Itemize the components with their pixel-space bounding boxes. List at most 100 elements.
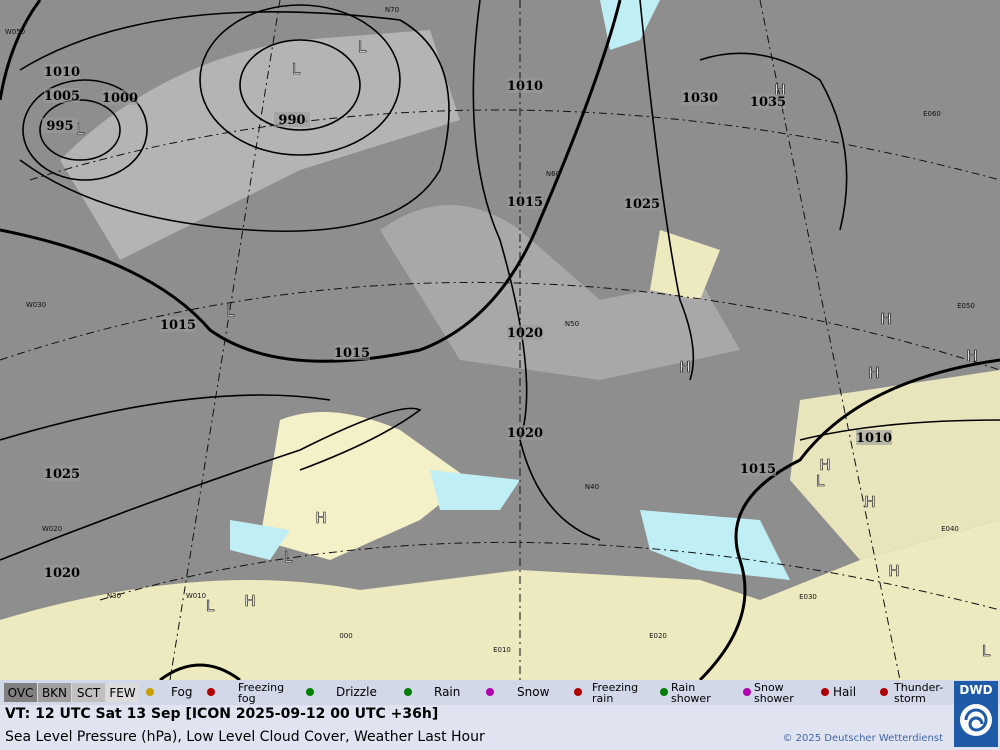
isobar xyxy=(0,394,331,441)
isobar xyxy=(699,52,848,231)
weather-label: Rain xyxy=(434,685,460,699)
dwd-logo-text: DWD xyxy=(959,683,992,697)
footer: VT: 12 UTC Sat 13 Sep [ICON 2025-09-12 0… xyxy=(5,681,998,747)
isobar-label-bg xyxy=(740,461,776,476)
graticule-line xyxy=(0,281,1000,371)
weather-icon xyxy=(404,688,412,696)
weather-label: Snow xyxy=(517,685,550,699)
graticule-label: W030 xyxy=(26,301,46,309)
isobar-label-bg xyxy=(44,466,80,481)
isobar-label: 1015 xyxy=(160,318,196,333)
weather-label: rain xyxy=(592,692,613,705)
land-clear xyxy=(0,520,1000,680)
sea-clear xyxy=(430,470,520,510)
weather-label: Freezing xyxy=(238,681,284,694)
pressure-center: L xyxy=(982,642,991,660)
weather-label: Drizzle xyxy=(336,685,377,699)
isobar-label: 1010 xyxy=(507,79,543,94)
weather-icon xyxy=(821,688,829,696)
cloud-cover-swatch xyxy=(38,683,71,702)
sea-clear xyxy=(230,520,290,560)
pressure-center: H xyxy=(244,592,255,610)
graticule-label: W010 xyxy=(186,592,206,600)
weather-label: shower xyxy=(754,692,794,705)
graticule-label: W020 xyxy=(42,525,62,533)
isobar-thick xyxy=(159,663,241,682)
pressure-center: L xyxy=(76,120,85,138)
isobar-label-bg xyxy=(44,565,80,580)
legend-background xyxy=(0,680,1000,705)
isobar-label-bg xyxy=(682,90,718,105)
isobar-thick xyxy=(0,0,622,363)
isobar xyxy=(19,11,450,233)
land-clear xyxy=(650,230,720,300)
weather-label: fog xyxy=(238,692,256,705)
isobar-label: 1020 xyxy=(507,426,543,441)
isobar xyxy=(639,0,695,381)
graticule-label: W050 xyxy=(5,28,25,36)
cloud-area xyxy=(380,205,740,380)
cloud-cover-label: BKN xyxy=(42,686,67,700)
weather-icon xyxy=(743,688,751,696)
pressure-center: L xyxy=(358,38,367,56)
weather-label: shower xyxy=(671,692,711,705)
graticule-line xyxy=(759,0,901,681)
graticule-label: N50 xyxy=(565,320,579,328)
isobar-label-bg xyxy=(507,325,543,340)
isobar-labels: 1010 1005 1000 995 990 1015 1015 1025 1020 1010 10… xyxy=(42,64,892,581)
graticule-label: 000 xyxy=(339,632,352,640)
weather-icon xyxy=(207,688,215,696)
cloud-cover-label: OVC xyxy=(8,686,34,700)
pressure-center: L xyxy=(206,597,215,615)
isobar xyxy=(22,79,148,181)
graticule-line xyxy=(29,109,1000,181)
isobar xyxy=(799,419,1000,441)
graticule-label: E040 xyxy=(941,525,959,533)
isobar-label-bg xyxy=(44,88,80,103)
pressure-center: H xyxy=(880,310,891,328)
graticule-label: E060 xyxy=(923,110,941,118)
isobar-label-bg xyxy=(624,196,660,211)
pressure-center: L xyxy=(816,472,825,490)
weather-label: Hail xyxy=(833,685,856,699)
graticule-label: N30 xyxy=(107,592,121,600)
description: Sea Level Pressure (hPa), Low Level Clou… xyxy=(5,729,485,745)
isobar-label-bg xyxy=(274,112,310,127)
weather-label: Freezing xyxy=(592,681,638,694)
isobar-thick xyxy=(0,0,42,101)
graticule-label: E020 xyxy=(649,632,667,640)
weather-icon xyxy=(574,688,582,696)
isobar xyxy=(239,39,361,131)
isobar-label-bg xyxy=(507,78,543,93)
weather-label: Snow xyxy=(754,681,784,694)
isobar-label-bg xyxy=(44,64,80,79)
weather-label: Fog xyxy=(171,685,192,699)
land-clear xyxy=(260,412,470,560)
pressure-center: L xyxy=(292,60,301,78)
graticule-label: E050 xyxy=(957,302,975,310)
isobar-label: 1015 xyxy=(740,462,776,477)
weather-icon xyxy=(880,688,888,696)
graticule-label: E030 xyxy=(799,593,817,601)
dwd-logo-swirl xyxy=(964,708,988,732)
weather-label: storm xyxy=(894,692,926,705)
isobar-label: 995 xyxy=(46,119,73,134)
sea-clear xyxy=(600,0,660,50)
sea-clear xyxy=(640,510,790,580)
isobar xyxy=(0,407,422,561)
graticule-label: E010 xyxy=(493,646,511,654)
pressure-center: H xyxy=(819,456,830,474)
pressure-center: L xyxy=(284,548,293,566)
isobar-label-bg xyxy=(507,425,543,440)
isobar-label: 1010 xyxy=(856,431,892,446)
pressure-center: H xyxy=(888,562,899,580)
pressure-center: H xyxy=(315,509,326,527)
isobar-label: 1025 xyxy=(624,197,660,212)
isobars xyxy=(0,0,1000,682)
isobar-label: 1020 xyxy=(507,326,543,341)
